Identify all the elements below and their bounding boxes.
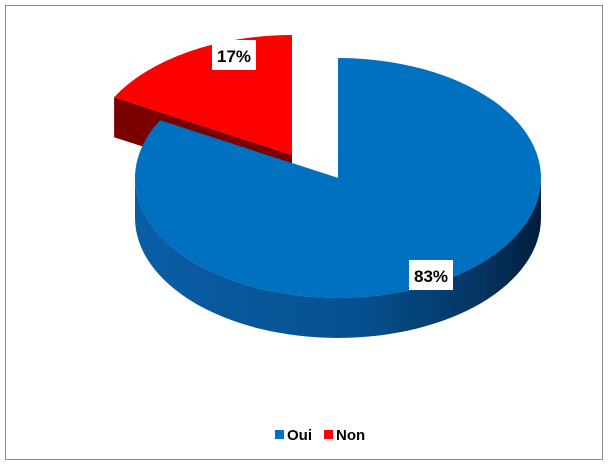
data-labels: 83% 17% (212, 40, 453, 290)
label-box-oui (409, 260, 453, 290)
legend: Oui Non (275, 427, 365, 444)
legend-label-oui: Oui (287, 427, 312, 444)
legend-swatch-non (324, 430, 333, 439)
data-label-oui: 83% (414, 267, 448, 286)
slice-oui (135, 58, 541, 298)
data-label-non: 17% (217, 47, 251, 66)
legend-label-non: Non (336, 427, 365, 444)
legend-swatch-oui (275, 430, 284, 439)
label-box-non (212, 40, 256, 70)
slice-oui-side (135, 178, 541, 338)
pie-slices (114, 35, 541, 338)
